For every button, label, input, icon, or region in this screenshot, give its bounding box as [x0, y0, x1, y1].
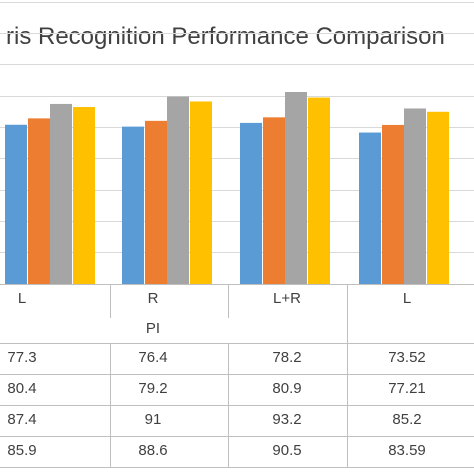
data-label: 88.6	[138, 442, 168, 459]
bar	[5, 124, 27, 284]
bar	[145, 120, 167, 284]
category-label: R	[147, 290, 159, 307]
bar	[28, 118, 50, 284]
data-table-lines	[0, 284, 474, 468]
bar	[167, 96, 189, 284]
data-label: 80.9	[272, 380, 302, 397]
bar	[190, 101, 212, 284]
bar	[73, 107, 95, 284]
data-label: 77.21	[388, 380, 426, 397]
category-label: L+R	[273, 290, 301, 307]
data-label: 91	[144, 411, 162, 428]
data-label: 83.59	[388, 442, 426, 459]
bar	[263, 117, 285, 285]
bar	[404, 108, 426, 285]
bar	[359, 132, 381, 284]
chart-title: ris Recognition Performance Comparison	[0, 20, 474, 54]
category-label: L	[17, 290, 27, 307]
data-label: 73.52	[388, 349, 426, 366]
data-label: 85.9	[7, 442, 37, 459]
bar	[122, 126, 144, 285]
bar	[240, 122, 262, 284]
data-label: 80.4	[7, 380, 37, 397]
group-label: PI	[145, 320, 161, 337]
data-label: 85.2	[392, 411, 422, 428]
bar	[427, 111, 449, 284]
data-label: 90.5	[272, 442, 302, 459]
bar	[285, 92, 307, 284]
bar	[50, 103, 72, 284]
data-label: 87.4	[7, 411, 37, 428]
bar	[382, 124, 404, 285]
data-label: 93.2	[272, 411, 302, 428]
data-label: 79.2	[138, 380, 168, 397]
chart-title-text: ris Recognition Performance Comparison	[6, 23, 445, 50]
bar	[308, 97, 330, 285]
category-label: L	[402, 290, 412, 307]
data-label: 78.2	[272, 349, 302, 366]
data-label: 77.3	[7, 349, 37, 366]
bars	[5, 92, 449, 285]
data-label: 76.4	[138, 349, 168, 366]
